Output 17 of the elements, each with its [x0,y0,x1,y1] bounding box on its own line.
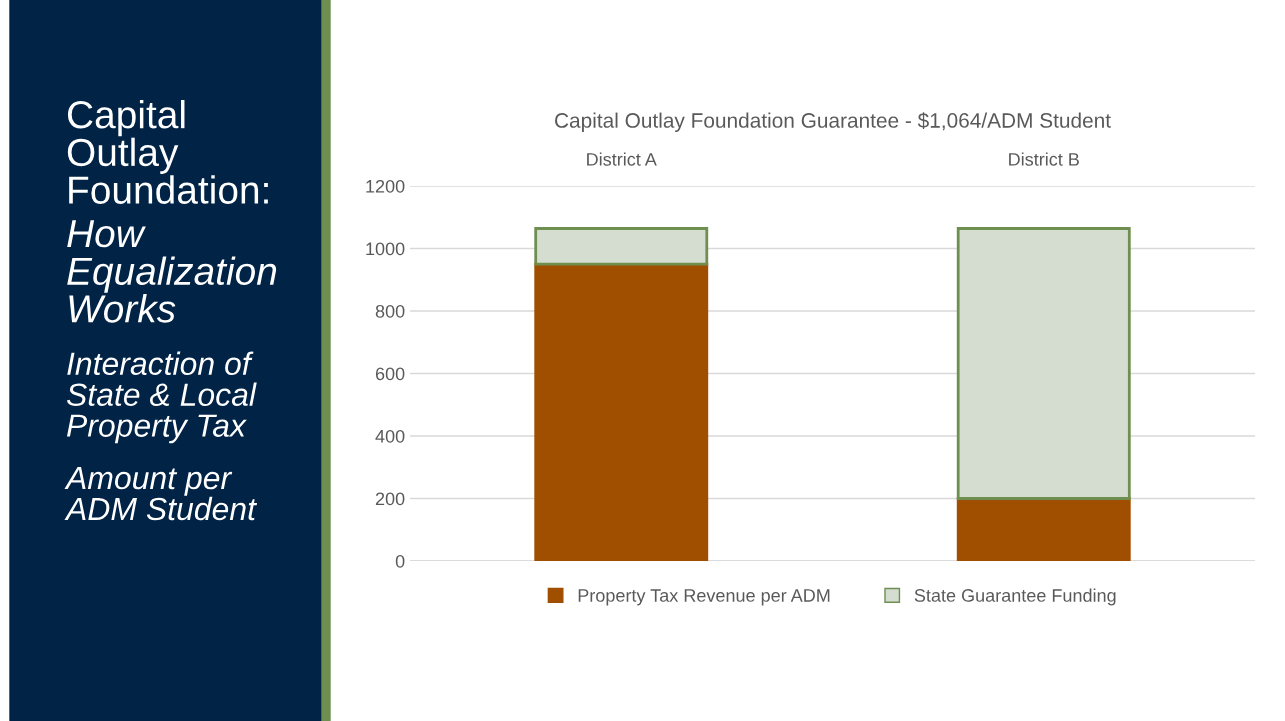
text: Interaction of State & Local Property Tax [66,351,257,444]
y-tick-label: 400 [375,429,405,443]
y-tick-label: 0 [395,554,405,568]
bar [956,497,1131,561]
y-tick-label: 200 [375,492,405,506]
text: How Equalization Works [67,220,277,323]
x-tick-label: District A [587,152,657,166]
y-tick-label: 800 [375,304,405,318]
x-tick-label: District B [1009,152,1079,166]
chart-title: Capital Outlay Foundation Guarantee - $1,064/ADM Student [555,112,1111,132]
text: Amount per ADM Student [64,467,258,521]
text: Capital Outlay Foundation: [67,100,268,204]
legend-label: State Guarantee Funding [914,588,1116,606]
y-tick-label: 1000 [366,242,405,256]
y-tick-label: 600 [375,367,405,381]
y-tick-label: 1200 [366,179,405,193]
legend-label: Property Tax Revenue per ADM [578,589,830,606]
